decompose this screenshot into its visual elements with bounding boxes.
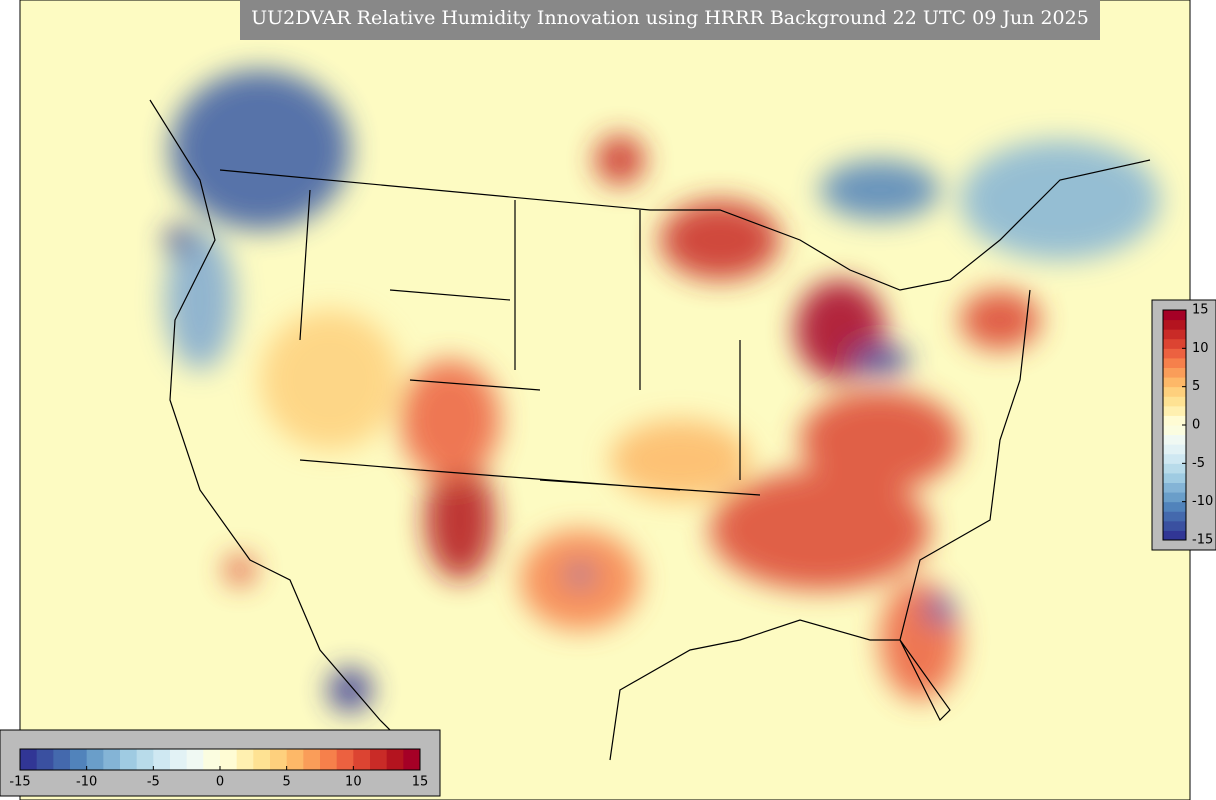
color-swatch (103, 749, 121, 770)
color-swatch (1163, 520, 1186, 531)
color-swatch (270, 749, 288, 770)
color-swatch (320, 749, 338, 770)
color-swatch (120, 749, 138, 770)
tick-label: -5 (147, 775, 160, 790)
tick-label: -5 (1192, 456, 1205, 471)
color-swatch (1163, 396, 1186, 407)
color-swatch (1163, 310, 1186, 321)
color-swatch (1163, 348, 1186, 359)
tick-label: 15 (1192, 303, 1209, 318)
color-swatch (370, 749, 388, 770)
color-swatch (386, 749, 404, 770)
boundaries (149, 99, 1151, 781)
tick-label: -15 (1192, 533, 1213, 548)
color-swatch (1163, 338, 1186, 349)
color-swatch (336, 749, 354, 770)
color-swatch (1163, 463, 1186, 474)
color-swatch (53, 749, 71, 770)
title-box: UU2DVAR Relative Humidity Innovation usi… (240, 0, 1100, 40)
tick-label: 10 (1192, 341, 1209, 356)
color-swatch (1163, 434, 1186, 445)
color-swatch (1163, 501, 1186, 512)
color-swatch (203, 749, 221, 770)
color-swatch (286, 749, 304, 770)
color-swatch (1163, 329, 1186, 340)
color-swatch (1163, 367, 1186, 378)
horizontal-colorbar: -15 -10 -5 0 5 10 15 (0, 729, 441, 797)
color-swatch (1163, 530, 1186, 541)
tick-label: -10 (1192, 494, 1213, 509)
tick-label: -15 (9, 775, 30, 790)
tick-label: 10 (345, 775, 362, 790)
color-swatch (86, 749, 104, 770)
color-swatch (1163, 472, 1186, 483)
color-swatch (1163, 386, 1186, 397)
tick-label: 15 (412, 775, 429, 790)
color-swatch (1163, 377, 1186, 388)
color-swatch (1163, 511, 1186, 522)
color-swatch (1163, 444, 1186, 455)
title: UU2DVAR Relative Humidity Innovation usi… (251, 7, 1089, 29)
color-swatch (1163, 319, 1186, 330)
color-swatch (136, 749, 154, 770)
color-swatch (1163, 482, 1186, 493)
color-swatch (403, 749, 421, 770)
color-swatch (1163, 405, 1186, 416)
color-swatch (220, 749, 238, 770)
color-swatch (170, 749, 188, 770)
tick-label: 0 (1192, 418, 1200, 433)
color-swatch (70, 749, 88, 770)
color-swatch (1163, 357, 1186, 368)
color-swatch (153, 749, 171, 770)
color-swatch (1163, 492, 1186, 503)
tick-label: 5 (1192, 379, 1200, 394)
color-swatch (353, 749, 371, 770)
color-swatch (186, 749, 204, 770)
tick-label: 0 (216, 775, 224, 790)
color-swatch (36, 749, 54, 770)
color-swatch (303, 749, 321, 770)
color-swatch (236, 749, 254, 770)
color-swatch (253, 749, 271, 770)
tick-label: 5 (283, 775, 291, 790)
map-area (19, 0, 1191, 800)
color-swatch (1163, 425, 1186, 436)
color-swatch (1163, 415, 1186, 426)
color-swatch (1163, 453, 1186, 464)
vertical-colorbar: -15 -10 -5 0 5 10 15 (1151, 299, 1216, 551)
color-swatch (20, 749, 38, 770)
tick-label: -10 (76, 775, 97, 790)
